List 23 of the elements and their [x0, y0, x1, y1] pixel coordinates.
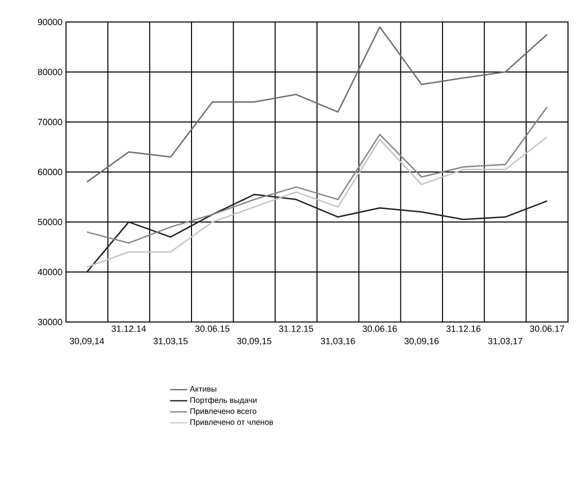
x-tick-label: 31.12.14: [112, 326, 146, 332]
line-series: [86, 106, 548, 244]
y-tick-label: 90000: [38, 18, 62, 26]
x-tick-label: 31,03,16: [320, 338, 355, 346]
y-tick-label: 30000: [38, 318, 62, 326]
x-tick-label: 31.12.15: [278, 326, 314, 332]
line-series: [86, 194, 548, 273]
x-tick-label: 30,09,16: [404, 338, 439, 346]
line-series: [86, 26, 548, 183]
y-tick-label: 60000: [38, 168, 62, 176]
line-series: [86, 136, 548, 268]
y-tick-label: 70000: [38, 118, 62, 126]
x-tick-label: 30.06.17: [530, 326, 564, 332]
y-tick-label: 40000: [38, 268, 62, 276]
x-tick-label: 31,03,15: [153, 338, 188, 346]
y-tick-label: 50000: [38, 218, 62, 226]
x-tick-label: 30.06.15: [195, 326, 230, 332]
x-tick-label: 30.06.16: [362, 326, 397, 332]
x-tick-label: 30,09,15: [237, 338, 272, 346]
x-tick-label: 31.12.16: [446, 326, 480, 332]
x-tick-label: 31,03,17: [488, 338, 522, 346]
y-tick-label: 80000: [38, 68, 62, 76]
x-tick-label: 30,09,14: [70, 338, 104, 346]
